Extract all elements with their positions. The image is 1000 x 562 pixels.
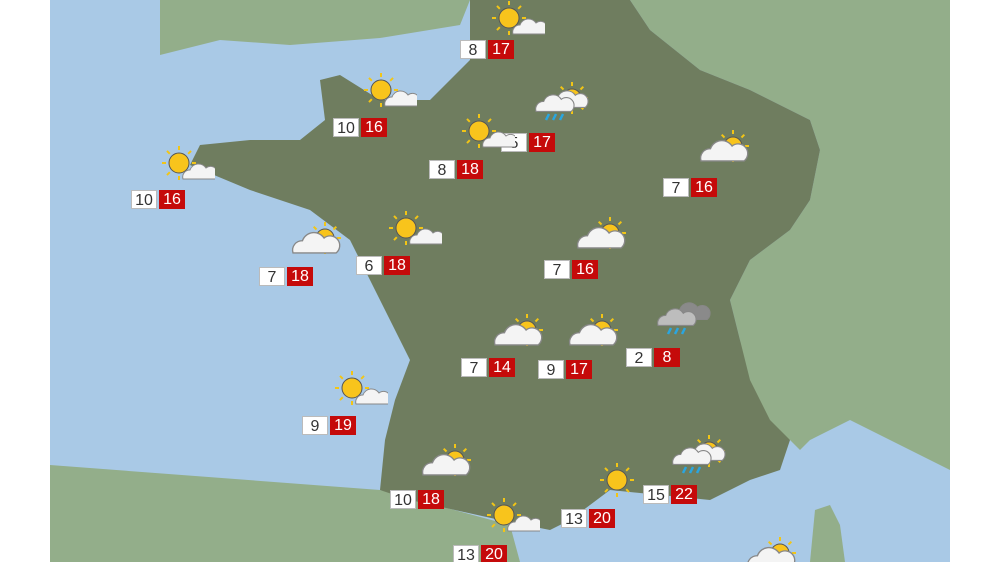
cloud-sun-icon bbox=[421, 444, 471, 476]
italy-coast bbox=[810, 330, 950, 440]
rain-icon bbox=[657, 302, 711, 335]
min-temperature: 10 bbox=[333, 118, 359, 137]
min-temperature: 13 bbox=[561, 509, 587, 528]
spain-land bbox=[50, 465, 520, 562]
max-temperature: 16 bbox=[159, 190, 185, 209]
max-temperature: 18 bbox=[418, 490, 444, 509]
sun-small-cloud-icon bbox=[487, 498, 540, 532]
min-temperature: 7 bbox=[544, 260, 570, 279]
min-temperature: 6 bbox=[356, 256, 382, 275]
sun-small-cloud-icon bbox=[162, 146, 215, 180]
max-temperature: 18 bbox=[457, 160, 483, 179]
temperature-label: 10 16 bbox=[131, 190, 185, 209]
max-temperature: 18 bbox=[384, 256, 410, 275]
cloud-sun-icon bbox=[493, 314, 543, 346]
temperature-label: 9 17 bbox=[538, 360, 592, 379]
sun-small-cloud-icon bbox=[335, 371, 388, 405]
max-temperature: 17 bbox=[566, 360, 592, 379]
max-temperature: 14 bbox=[489, 358, 515, 377]
min-temperature: 7 bbox=[259, 267, 285, 286]
sun-small-cloud-icon bbox=[389, 211, 442, 245]
sun-small-cloud-icon bbox=[364, 73, 417, 107]
min-temperature: 10 bbox=[390, 490, 416, 509]
weather-map[interactable]: 8171016517818101671671861871628714917919… bbox=[50, 0, 950, 562]
sun-rays bbox=[462, 114, 496, 148]
sun-small-cloud-icon bbox=[462, 114, 515, 148]
map-background bbox=[50, 0, 950, 562]
max-temperature: 16 bbox=[572, 260, 598, 279]
temperature-label: 7 16 bbox=[544, 260, 598, 279]
cloud-sun-icon bbox=[747, 537, 796, 562]
temperature-label: 7 14 bbox=[461, 358, 515, 377]
max-temperature: 16 bbox=[691, 178, 717, 197]
temperature-label: 8 18 bbox=[429, 160, 483, 179]
max-temperature: 22 bbox=[671, 485, 697, 504]
temperature-label: 8 17 bbox=[460, 40, 514, 59]
cloud-sun-icon bbox=[568, 314, 618, 346]
min-temperature: 8 bbox=[460, 40, 486, 59]
temperature-label: 6 18 bbox=[356, 256, 410, 275]
min-temperature: 10 bbox=[131, 190, 157, 209]
min-temperature: 7 bbox=[461, 358, 487, 377]
max-temperature: 19 bbox=[330, 416, 356, 435]
min-temperature: 8 bbox=[429, 160, 455, 179]
max-temperature: 16 bbox=[361, 118, 387, 137]
neighbor-land bbox=[590, 0, 950, 562]
showers-sun-icon bbox=[672, 435, 726, 474]
max-temperature: 20 bbox=[481, 545, 507, 562]
min-temperature: 9 bbox=[538, 360, 564, 379]
cloud-sun-icon bbox=[699, 130, 749, 162]
showers-sun-icon bbox=[535, 82, 589, 121]
cloud-sun-icon bbox=[291, 222, 341, 254]
max-temperature: 20 bbox=[589, 509, 615, 528]
max-temperature: 17 bbox=[488, 40, 514, 59]
min-temperature: 9 bbox=[302, 416, 328, 435]
temperature-label: 7 18 bbox=[259, 267, 313, 286]
temperature-label: 13 20 bbox=[453, 545, 507, 562]
temperature-label: 10 18 bbox=[390, 490, 444, 509]
temperature-label: 13 20 bbox=[561, 509, 615, 528]
temperature-label: 9 19 bbox=[302, 416, 356, 435]
temperature-label: 7 16 bbox=[663, 178, 717, 197]
sun-rays bbox=[600, 463, 634, 497]
min-temperature: 2 bbox=[626, 348, 652, 367]
sun-small-cloud-icon bbox=[492, 1, 545, 35]
temperature-label: 15 22 bbox=[643, 485, 697, 504]
cloud-sun-icon bbox=[576, 217, 626, 249]
corsica-land bbox=[810, 505, 845, 562]
sun-icon bbox=[600, 463, 634, 497]
min-temperature: 7 bbox=[663, 178, 689, 197]
max-temperature: 17 bbox=[529, 133, 555, 152]
temperature-label: 10 16 bbox=[333, 118, 387, 137]
min-temperature: 13 bbox=[453, 545, 479, 562]
min-temperature: 15 bbox=[643, 485, 669, 504]
max-temperature: 8 bbox=[654, 348, 680, 367]
england-land bbox=[160, 0, 470, 55]
max-temperature: 18 bbox=[287, 267, 313, 286]
